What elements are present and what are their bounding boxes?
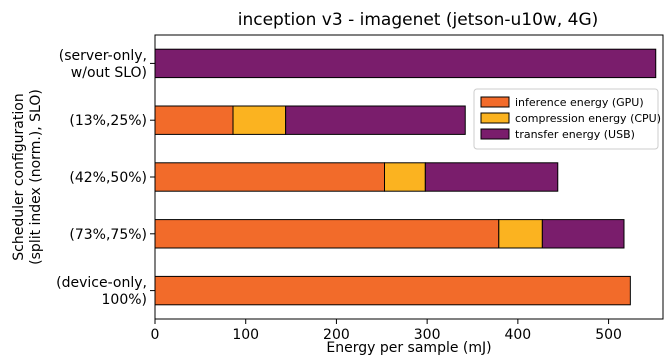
bar-4-series-1	[154, 219, 500, 249]
x-axis: 0 100 200 300 400 500	[151, 319, 622, 343]
legend-label: inference energy (GPU)	[515, 96, 644, 109]
y-axis-label: Scheduler configuration (split index (nor…	[11, 89, 44, 265]
legend-swatch	[480, 128, 510, 140]
chart-title: inception v3 - imagenet (jetson-u10w, 4G…	[238, 10, 599, 30]
bar-1-series-3	[154, 48, 657, 79]
y-tick-label: (73%,75%)	[69, 227, 147, 243]
y-axis-label-line: (split index (norm.), SLO)	[28, 89, 44, 265]
bar-2-series-1	[154, 105, 234, 135]
y-tick-label: w/out SLO)	[71, 65, 147, 81]
bar-5-series-1	[154, 275, 631, 306]
y-tick-label: (13%,25%)	[69, 113, 147, 129]
bar-3-series-2	[384, 162, 426, 192]
bar-3-series-1	[154, 162, 386, 192]
x-tick-label: 100	[232, 327, 259, 343]
y-axis-label-line: Scheduler configuration	[11, 93, 27, 260]
legend-swatch	[480, 96, 510, 108]
bar-4-series-3	[541, 219, 625, 249]
legend-label: compression energy (CPU)	[515, 112, 661, 125]
x-axis-label: Energy per sample (mJ)	[326, 340, 491, 356]
x-tick-label: 200	[323, 327, 350, 343]
legend-swatch	[480, 112, 510, 124]
legend-label: transfer energy (USB)	[515, 128, 635, 141]
legend: inference energy (GPU) compression energy…	[473, 88, 661, 150]
y-tick-label: (server-only,	[59, 48, 147, 64]
y-tick-label: (42%,50%)	[69, 170, 147, 186]
y-tick-label: (device-only,	[56, 275, 147, 291]
x-tick-label: 300	[414, 327, 441, 343]
y-tick-label: 100%)	[102, 292, 148, 308]
bar-3-series-3	[424, 162, 559, 192]
x-tick-label: 500	[595, 327, 622, 343]
y-axis: (server-only,w/out SLO) (13%,25%) (42%,50%…	[56, 48, 155, 308]
x-tick-label: 0	[151, 327, 160, 343]
bar-4-series-2	[498, 219, 543, 249]
plot-area	[154, 48, 657, 306]
legend-box	[473, 88, 659, 150]
x-tick-label: 400	[504, 327, 531, 343]
bar-2-series-3	[285, 105, 466, 135]
bar-2-series-2	[232, 105, 287, 135]
